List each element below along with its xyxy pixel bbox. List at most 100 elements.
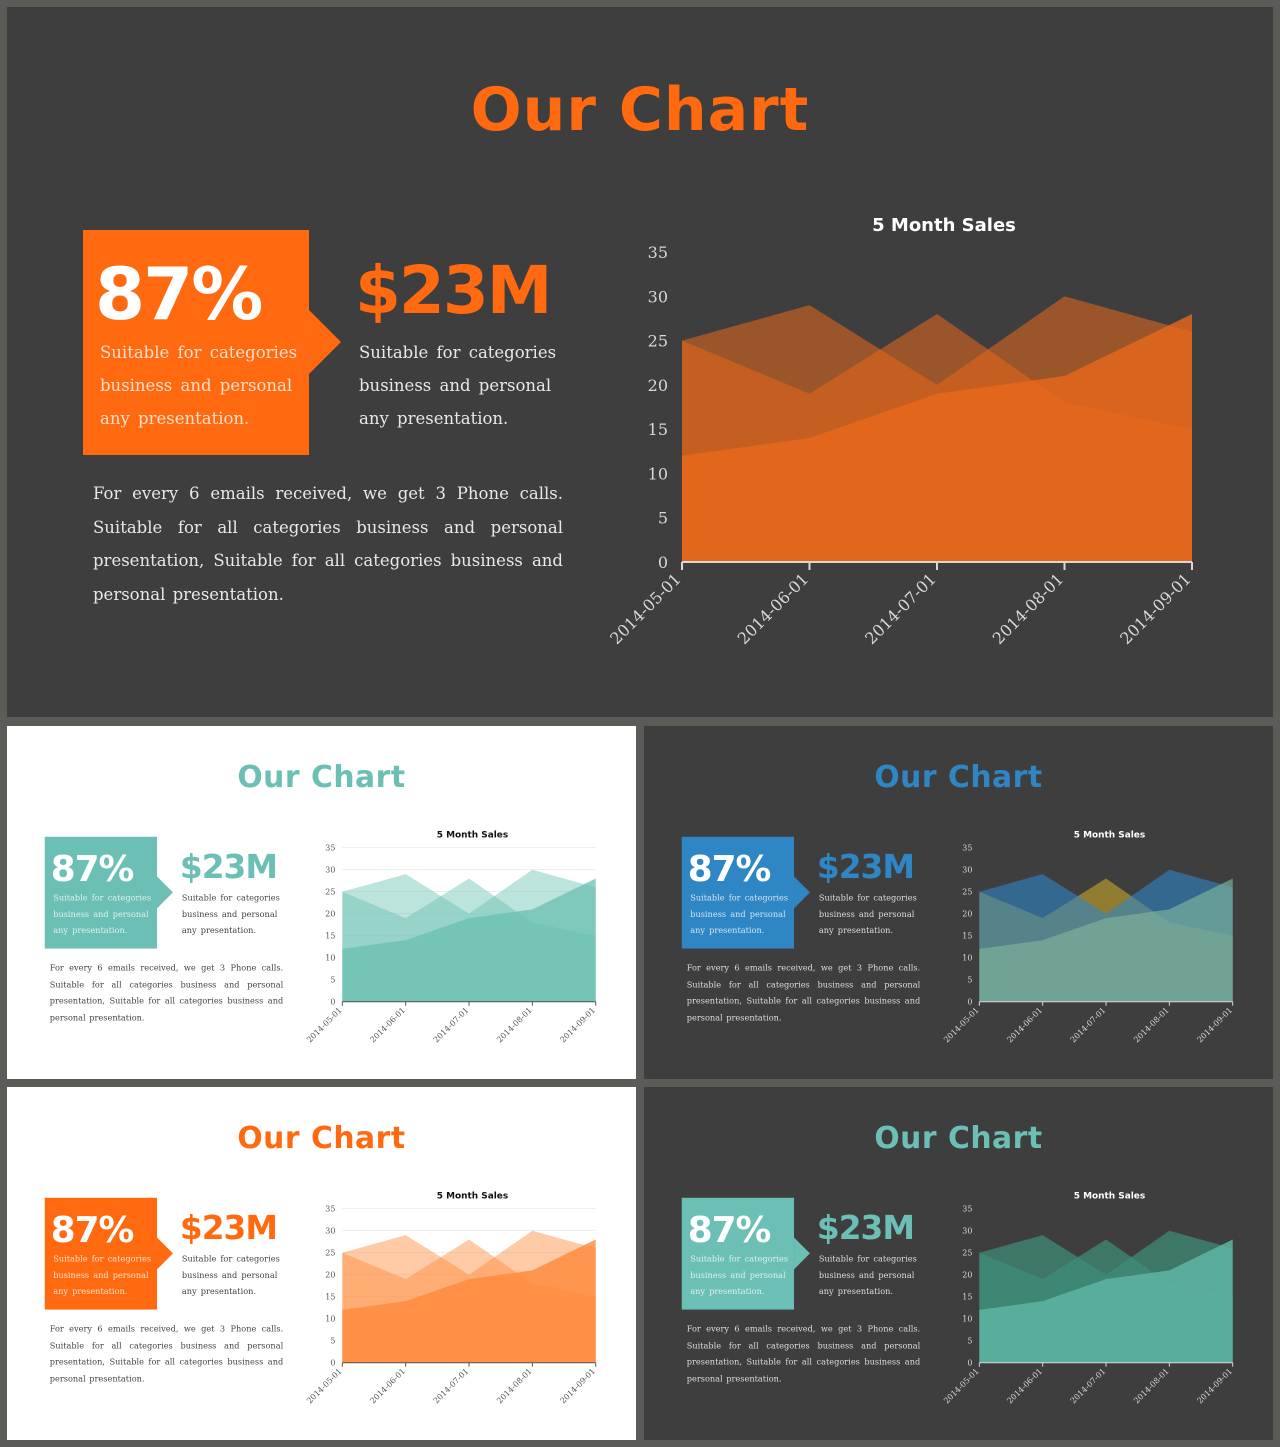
y-tick-label: 15 bbox=[325, 932, 335, 941]
chart-svg: 5 Month Sales 0 5 10 15 20 25 30 35 2014-05-01 201… bbox=[942, 830, 1234, 1045]
x-tick-label: 2014-05-01 bbox=[305, 1367, 344, 1406]
y-tick-label: 25 bbox=[962, 1249, 972, 1258]
area-series-3 bbox=[342, 878, 596, 1002]
chart-svg: 5 Month Sales 0 5 10 15 20 25 30 35 2014-05-01 201… bbox=[942, 1191, 1234, 1406]
percent-value: 87% bbox=[50, 847, 135, 890]
y-tick-label: 5 bbox=[967, 976, 972, 985]
amount-value: $23M bbox=[816, 847, 915, 886]
chart-title: 5 Month Sales bbox=[872, 215, 1016, 236]
slide-title: Our Chart bbox=[237, 759, 406, 795]
x-tick-label: 2014-08-01 bbox=[989, 569, 1068, 648]
area-series-3 bbox=[342, 1239, 596, 1363]
amount-value: $23M bbox=[179, 1208, 278, 1247]
y-tick-label: 20 bbox=[648, 376, 668, 395]
percent-callout: 87% Suitable for categories business and… bbox=[44, 836, 173, 949]
slide-title: Our Chart bbox=[237, 1120, 406, 1156]
y-tick-label: 25 bbox=[962, 888, 972, 897]
y-tick-label: 0 bbox=[330, 1359, 335, 1368]
amount-value: $23M bbox=[816, 1208, 915, 1247]
percent-callout: 87% Suitable for categories business and… bbox=[681, 1197, 810, 1310]
slide-thumbnail-teal-dark[interactable]: Our Chart 87% Suitable for categories bu… bbox=[644, 1087, 1273, 1440]
x-tick-label: 2014-05-01 bbox=[942, 1367, 981, 1406]
x-tick-label: 2014-09-01 bbox=[558, 1367, 597, 1406]
x-tick-label: 2014-06-01 bbox=[1005, 1367, 1044, 1406]
x-tick-label: 2014-08-01 bbox=[1132, 1367, 1171, 1406]
x-tick-label: 2014-06-01 bbox=[368, 1006, 407, 1045]
y-tick-label: 20 bbox=[962, 1271, 972, 1280]
x-tick-label: 2014-09-01 bbox=[558, 1006, 597, 1045]
chart-title: 5 Month Sales bbox=[1074, 1191, 1145, 1201]
y-tick-label: 0 bbox=[658, 553, 668, 572]
body-paragraph: For every 6 emails received, we get 3 Ph… bbox=[686, 1323, 921, 1384]
slide-title: Our Chart bbox=[874, 759, 1043, 795]
y-tick-label: 10 bbox=[962, 1315, 972, 1324]
y-tick-label: 25 bbox=[325, 888, 335, 897]
x-tick-label: 2014-07-01 bbox=[432, 1367, 471, 1406]
percent-description: Suitable for categories business and per… bbox=[100, 343, 298, 428]
y-tick-label: 5 bbox=[967, 1337, 972, 1346]
y-tick-label: 10 bbox=[325, 1315, 335, 1324]
y-tick-label: 30 bbox=[648, 287, 668, 306]
x-tick-label: 2014-06-01 bbox=[1005, 1006, 1044, 1045]
y-tick-label: 10 bbox=[962, 954, 972, 963]
body-paragraph: For every 6 emails received, we get 3 Ph… bbox=[686, 962, 921, 1023]
y-tick-label: 15 bbox=[325, 1293, 335, 1302]
y-tick-label: 35 bbox=[325, 1205, 335, 1214]
y-tick-label: 10 bbox=[648, 464, 668, 483]
area-chart: 5 Month Sales 0 5 10 15 20 25 30 35 2014-05-01 201… bbox=[932, 1181, 1260, 1414]
y-tick-label: 0 bbox=[330, 998, 335, 1007]
x-tick-label: 2014-05-01 bbox=[606, 569, 685, 648]
x-tick-label: 2014-05-01 bbox=[305, 1006, 344, 1045]
amount-description: Suitable for categories business and per… bbox=[818, 1253, 917, 1297]
percent-description: Suitable for categories business and per… bbox=[690, 1253, 789, 1297]
x-tick-label: 2014-06-01 bbox=[368, 1367, 407, 1406]
y-tick-label: 30 bbox=[325, 866, 335, 875]
y-tick-label: 5 bbox=[330, 976, 335, 985]
percent-callout: 87% Suitable for categories business and… bbox=[83, 230, 341, 455]
y-tick-label: 15 bbox=[962, 932, 972, 941]
y-tick-label: 35 bbox=[648, 243, 668, 262]
slide-title: Our Chart bbox=[874, 1120, 1043, 1156]
x-tick-label: 2014-08-01 bbox=[495, 1367, 534, 1406]
y-tick-label: 10 bbox=[325, 954, 335, 963]
amount-description: Suitable for categories business and per… bbox=[818, 892, 917, 936]
percent-value: 87% bbox=[687, 847, 772, 890]
x-tick-label: 2014-08-01 bbox=[495, 1006, 534, 1045]
percent-description: Suitable for categories business and per… bbox=[53, 892, 152, 936]
y-tick-label: 20 bbox=[325, 1271, 335, 1280]
y-tick-label: 5 bbox=[330, 1337, 335, 1346]
x-tick-label: 2014-07-01 bbox=[1069, 1367, 1108, 1406]
y-tick-label: 35 bbox=[325, 844, 335, 853]
percent-value: 87% bbox=[687, 1208, 772, 1251]
chart-title: 5 Month Sales bbox=[437, 830, 508, 840]
x-tick-label: 2014-07-01 bbox=[1069, 1006, 1108, 1045]
x-tick-label: 2014-07-01 bbox=[861, 569, 940, 648]
area-chart: 5 Month Sales 0 5 10 15 20 25 30 35 2014-05-01 201… bbox=[932, 820, 1260, 1053]
amount-description: Suitable for categories business and per… bbox=[181, 892, 280, 936]
slide-thumbnail-teal-light[interactable]: Our Chart 87% Suitable for categories bu… bbox=[7, 726, 636, 1079]
area-chart: 5 Month Sales 0 5 10 15 20 25 30 35 2014-05-01 201… bbox=[295, 820, 623, 1053]
y-tick-label: 5 bbox=[658, 509, 668, 528]
x-tick-label: 2014-06-01 bbox=[734, 569, 813, 648]
chart-title: 5 Month Sales bbox=[437, 1191, 508, 1201]
percent-description: Suitable for categories business and per… bbox=[53, 1253, 152, 1297]
x-tick-label: 2014-05-01 bbox=[942, 1006, 981, 1045]
chart-svg: 5 Month Sales 0 5 10 15 20 25 30 35 2014-05-01 201… bbox=[305, 830, 597, 1045]
x-tick-label: 2014-09-01 bbox=[1195, 1006, 1234, 1045]
amount-value: $23M bbox=[179, 847, 278, 886]
amount-value: $23M bbox=[355, 252, 552, 329]
amount-description: Suitable for categories business and per… bbox=[359, 343, 557, 428]
slide-thumbnail-blue-dark[interactable]: Our Chart 87% Suitable for categories bu… bbox=[644, 726, 1273, 1079]
y-tick-label: 15 bbox=[648, 420, 668, 439]
percent-callout: 87% Suitable for categories business and… bbox=[44, 1197, 173, 1310]
y-tick-label: 30 bbox=[962, 1227, 972, 1236]
area-chart: 5 Month Sales 0 5 10 15 20 25 30 35 2014-05-01 201… bbox=[587, 197, 1247, 667]
slide-thumbnail-orange-light[interactable]: Our Chart 87% Suitable for categories bu… bbox=[7, 1087, 636, 1440]
y-tick-label: 25 bbox=[648, 332, 668, 351]
percent-value: 87% bbox=[50, 1208, 135, 1251]
x-tick-label: 2014-07-01 bbox=[432, 1006, 471, 1045]
area-chart: 5 Month Sales 0 5 10 15 20 25 30 35 2014-05-01 201… bbox=[295, 1181, 623, 1414]
percent-callout: 87% Suitable for categories business and… bbox=[681, 836, 810, 949]
main-slide[interactable]: Our Chart 87% Suitable for categories bu… bbox=[7, 7, 1273, 717]
y-tick-label: 35 bbox=[962, 1205, 972, 1214]
